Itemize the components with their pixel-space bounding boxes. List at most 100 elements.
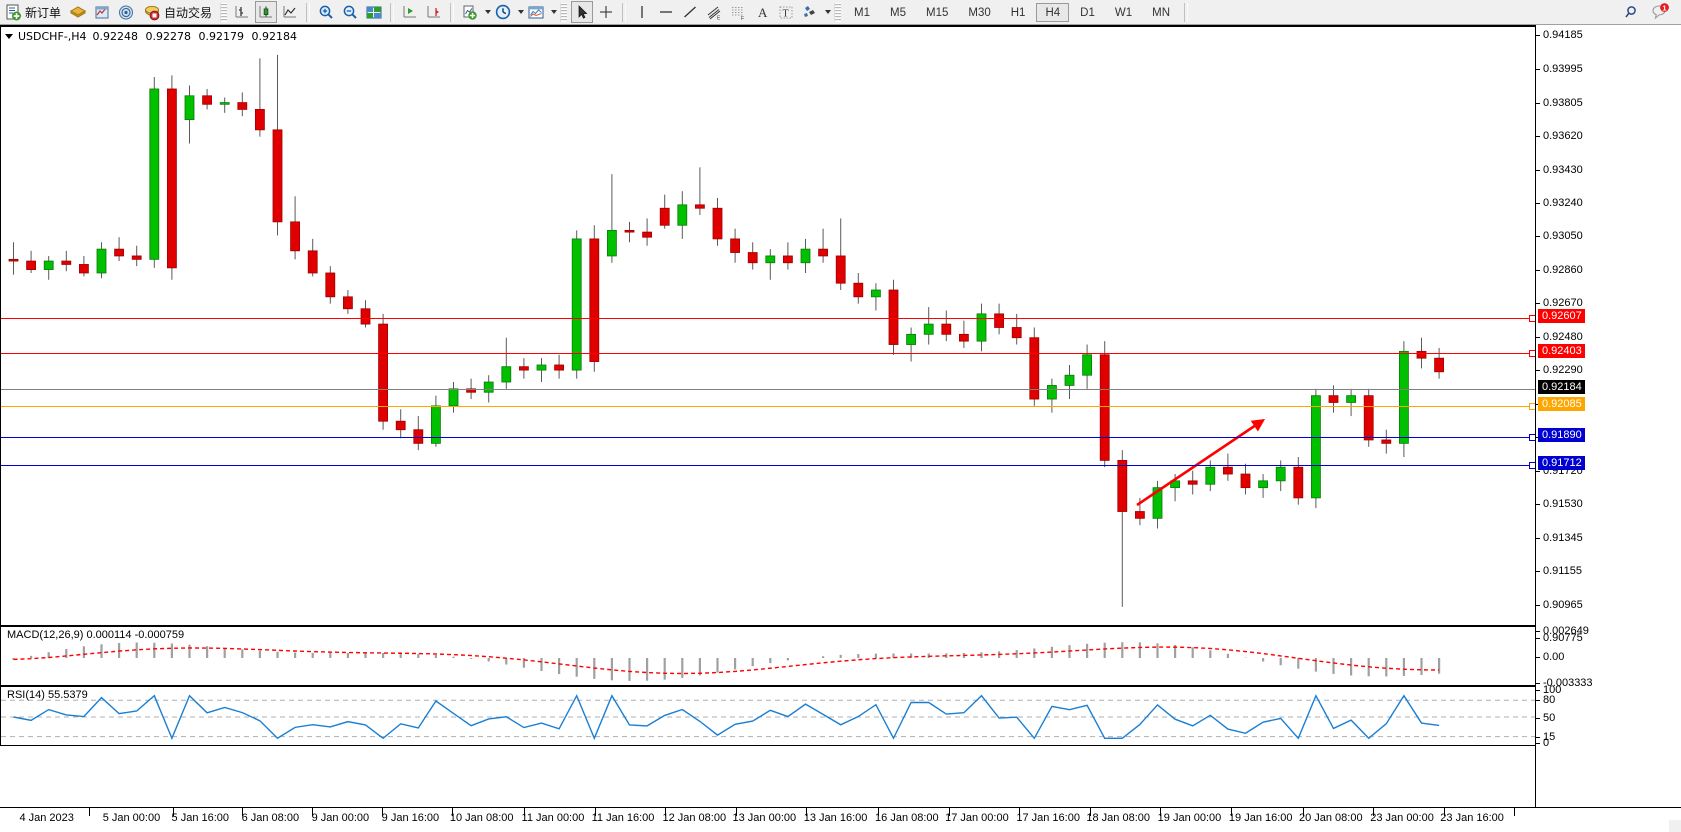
resistance-level-2-label[interactable]: 0.92403 <box>1538 344 1585 358</box>
candle-body <box>959 333 969 342</box>
time-tick <box>1444 808 1446 816</box>
templates-button[interactable] <box>525 1 547 23</box>
candle-body <box>1152 487 1163 519</box>
support-level-1-label[interactable]: 0.91890 <box>1538 428 1585 442</box>
indicators-dropdown-caret[interactable] <box>485 10 492 14</box>
data-window-button[interactable] <box>363 1 385 23</box>
candle-body <box>149 88 160 260</box>
toolbar-grip-1[interactable] <box>220 2 228 22</box>
crosshair-button[interactable] <box>595 1 617 23</box>
time-tick <box>736 808 738 816</box>
plot-area[interactable]: USDCHF-,H4 0.92248 0.92278 0.92179 0.921… <box>0 25 1536 807</box>
toolbar-grip-3[interactable] <box>834 2 842 22</box>
indicators-button[interactable] <box>459 1 481 23</box>
objects-dropdown-caret[interactable] <box>825 10 832 14</box>
horizontal-line-button[interactable] <box>655 1 677 23</box>
ohlc-close: 0.92184 <box>251 30 298 43</box>
candle-body <box>1399 350 1409 444</box>
toolbar-separator-4 <box>622 2 627 22</box>
signals-button[interactable] <box>115 1 137 23</box>
chart-container[interactable]: USDCHF-,H4 0.92248 0.92278 0.92179 0.921… <box>0 25 1681 832</box>
support-level-1-line[interactable] <box>1 437 1535 438</box>
rsi-pane[interactable]: RSI(14) 55.5379 <box>0 686 1536 746</box>
chart-menu-caret[interactable] <box>5 34 13 39</box>
equidistant-channel-button[interactable]: E <box>703 1 725 23</box>
resistance-level-2-line[interactable] <box>1 353 1535 354</box>
zoom-in-button[interactable] <box>315 1 337 23</box>
macd-pane[interactable]: MACD(12,26,9) 0.000114 -0.000759 <box>0 626 1536 686</box>
price-tick: 0.93050 <box>1536 230 1583 242</box>
timeframe-m5[interactable]: M5 <box>890 6 906 19</box>
rsi-series <box>1 694 1535 741</box>
timeframe-mn[interactable]: MN <box>1152 6 1170 19</box>
support-level-2-line[interactable] <box>1 465 1535 466</box>
line-chart-button[interactable] <box>279 1 301 23</box>
candle-body <box>923 323 934 335</box>
candle-body <box>607 229 617 257</box>
resistance-level-1-label[interactable]: 0.92607 <box>1538 309 1585 323</box>
search-button[interactable] <box>1620 1 1642 23</box>
bid-price-level-label[interactable]: 0.92184 <box>1538 380 1585 394</box>
trend-arrow[interactable] <box>1136 418 1266 507</box>
bar-chart-button[interactable] <box>231 1 253 23</box>
save-chart-button[interactable] <box>67 1 89 23</box>
autotrading-label: 自动交易 <box>164 5 213 20</box>
vertical-line-button[interactable] <box>631 1 653 23</box>
support-level-2-anchor[interactable] <box>1529 462 1535 469</box>
text-label-button[interactable]: T <box>775 1 797 23</box>
time-tick <box>523 808 525 816</box>
candle-body <box>1082 354 1092 376</box>
period-dropdown-caret[interactable] <box>518 10 525 14</box>
timeframe-m1[interactable]: M1 <box>854 6 871 19</box>
trendline-button[interactable] <box>679 1 701 23</box>
candle-body <box>378 323 389 422</box>
timeframe-h1[interactable]: H1 <box>1010 6 1026 19</box>
text-button[interactable]: A <box>751 1 773 23</box>
price-tick: 0.92860 <box>1536 264 1583 276</box>
price-tick: 0.94185 <box>1536 29 1583 41</box>
timeframe-h4[interactable]: H4 <box>1036 2 1070 22</box>
ohlc-open: 0.92248 <box>92 30 139 43</box>
resistance-level-1-anchor[interactable] <box>1529 315 1535 322</box>
chart-scrollbar[interactable] <box>1669 820 1681 832</box>
timeframe-w1[interactable]: W1 <box>1114 6 1133 19</box>
pivot-level-line[interactable] <box>1 406 1535 407</box>
resistance-level-1-line[interactable] <box>1 318 1535 319</box>
candle-body <box>1416 350 1427 359</box>
candlestick-chart-button[interactable] <box>255 1 278 23</box>
support-level-2-label[interactable]: 0.91712 <box>1538 456 1585 470</box>
templates-dropdown-caret[interactable] <box>551 10 558 14</box>
candle-body <box>1381 439 1392 444</box>
timeframe-m15[interactable]: M15 <box>926 6 949 19</box>
auto-scroll-button[interactable] <box>423 1 445 23</box>
pivot-level-anchor[interactable] <box>1529 403 1535 410</box>
period-icon <box>495 4 511 19</box>
objects-button[interactable] <box>799 1 821 23</box>
candle-body <box>61 260 72 265</box>
bid-price-level-line[interactable] <box>1 389 1535 390</box>
price-pane[interactable]: USDCHF-,H4 0.92248 0.92278 0.92179 0.921… <box>0 25 1536 626</box>
resistance-level-2-anchor[interactable] <box>1529 350 1535 357</box>
new-order-button[interactable]: 新订单 <box>1 1 65 23</box>
fibonacci-button[interactable]: F <box>727 1 749 23</box>
cursor-icon <box>578 4 588 19</box>
timeframe-d1[interactable]: D1 <box>1080 6 1095 19</box>
timeframe-m30[interactable]: M30 <box>968 6 991 19</box>
time-tick <box>594 808 596 816</box>
cursor-button[interactable] <box>571 1 594 23</box>
toolbar-grip-2[interactable] <box>560 2 568 22</box>
support-level-1-anchor[interactable] <box>1529 434 1535 441</box>
ohlc-high: 0.92278 <box>145 30 192 43</box>
period-button[interactable] <box>492 1 514 23</box>
chart-shift-button[interactable] <box>399 1 421 23</box>
open-chart-button[interactable] <box>91 1 113 23</box>
candle-body <box>765 255 776 264</box>
price-axis[interactable]: 0.94185 0.93995 0.93805 0.93620 0.93430 0.932… <box>1536 25 1681 807</box>
candle-body <box>219 102 230 105</box>
price-tick: 0.93430 <box>1536 164 1583 176</box>
time-axis[interactable]: 4 Jan 2023 5 Jan 00:00 5 Jan 16:00 6 Jan 08… <box>0 807 1681 832</box>
zoom-out-button[interactable] <box>339 1 361 23</box>
notification-button[interactable]: 1 <box>1649 1 1671 23</box>
autotrading-button[interactable]: 自动交易 <box>139 1 216 23</box>
pivot-level-label[interactable]: 0.92085 <box>1538 397 1585 411</box>
